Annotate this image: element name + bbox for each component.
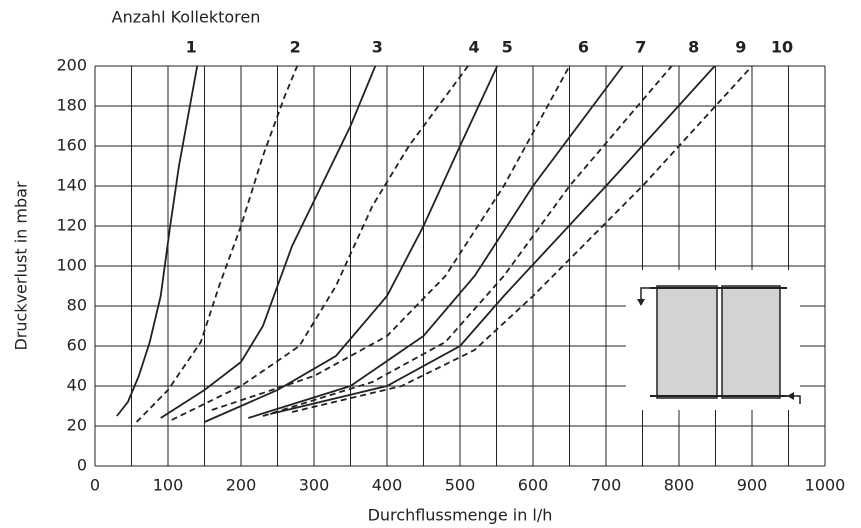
x-tick-label: 600 bbox=[518, 476, 549, 495]
series-name: 9 bbox=[735, 38, 746, 57]
chart-title: Anzahl Kollektoren bbox=[112, 8, 261, 27]
series-name: 2 bbox=[290, 38, 301, 57]
flow-arrow-head bbox=[787, 392, 794, 400]
plot-area: 0 20 40 60 80 100 120 140 160 180 200 0 100 200 300 400… bbox=[56, 38, 845, 495]
x-tick-label: 200 bbox=[226, 476, 257, 495]
x-tick-label: 100 bbox=[153, 476, 184, 495]
y-tick-label: 80 bbox=[67, 296, 87, 315]
series-name: 10 bbox=[771, 38, 793, 57]
series-name: 7 bbox=[635, 38, 646, 57]
collector-panel bbox=[721, 285, 781, 399]
series-name: 8 bbox=[688, 38, 699, 57]
collector-icon bbox=[626, 270, 801, 410]
y-axis-label: Druckverlust in mbar bbox=[12, 181, 31, 350]
y-tick-label: 200 bbox=[56, 56, 87, 75]
series-line bbox=[262, 65, 673, 417]
x-tick-label: 900 bbox=[737, 476, 768, 495]
series-name: 1 bbox=[186, 38, 197, 57]
y-tick-label: 20 bbox=[67, 416, 87, 435]
series-line bbox=[291, 65, 753, 413]
y-tick-label: 60 bbox=[67, 336, 87, 355]
y-tick-label: 180 bbox=[56, 96, 87, 115]
series-name: 5 bbox=[502, 38, 513, 57]
y-tick-label: 140 bbox=[56, 176, 87, 195]
y-tick-label: 0 bbox=[77, 456, 87, 475]
flow-arrow-head bbox=[637, 299, 645, 306]
series-line bbox=[269, 65, 716, 415]
x-tick-label: 400 bbox=[372, 476, 403, 495]
series-line bbox=[135, 65, 299, 423]
collector-panel bbox=[656, 285, 718, 399]
y-tick-label: 120 bbox=[56, 216, 87, 235]
series-line bbox=[211, 65, 571, 411]
flow-arrow bbox=[640, 287, 650, 300]
series-line bbox=[160, 65, 377, 419]
x-tick-label: 500 bbox=[445, 476, 476, 495]
x-tick-label: 800 bbox=[664, 476, 695, 495]
series-name: 6 bbox=[578, 38, 589, 57]
x-tick-label: 1000 bbox=[805, 476, 846, 495]
series-line bbox=[116, 65, 199, 417]
x-axis-label: Durchflussmenge in l/h bbox=[368, 506, 553, 525]
series-name: 3 bbox=[372, 38, 383, 57]
x-tick-label: 300 bbox=[299, 476, 330, 495]
series-line bbox=[204, 65, 499, 423]
series-line bbox=[248, 65, 624, 419]
x-tick-label: 0 bbox=[90, 476, 100, 495]
x-tick-label: 700 bbox=[591, 476, 622, 495]
y-tick-label: 40 bbox=[67, 376, 87, 395]
y-tick-label: 160 bbox=[56, 136, 87, 155]
y-tick-label: 100 bbox=[56, 256, 87, 275]
series-name: 4 bbox=[468, 38, 479, 57]
